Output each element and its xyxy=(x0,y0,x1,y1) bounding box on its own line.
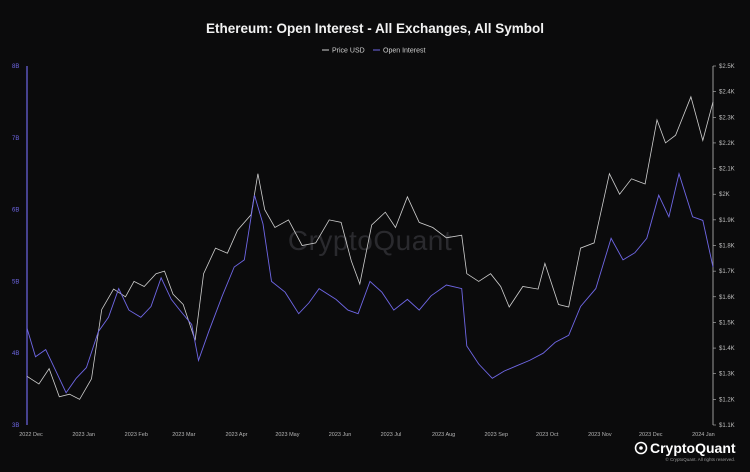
brand-icon-dot xyxy=(639,446,643,450)
brand-logo: CryptoQuant © CryptoQuant. All rights re… xyxy=(634,440,736,462)
right-tick-label: $2.4K xyxy=(719,90,735,96)
left-tick-label: 7B xyxy=(12,136,19,142)
x-tick-label: 2022 Dec xyxy=(19,432,43,438)
legend-price-label: Price USD xyxy=(332,48,365,55)
series-open-interest xyxy=(26,172,714,394)
left-tick-label: 6B xyxy=(12,208,19,214)
right-tick-label: $2.5K xyxy=(719,64,735,70)
x-tick-label: 2023 Dec xyxy=(639,432,663,438)
right-tick-label: $1.9K xyxy=(719,218,735,224)
right-tick-label: $1.7K xyxy=(719,269,735,275)
right-tick-label: $1.4K xyxy=(719,346,735,352)
x-tick-label: 2023 Mar xyxy=(172,432,195,438)
series-price-usd xyxy=(26,95,714,400)
x-tick-label: 2023 Aug xyxy=(432,432,455,438)
x-tick-label: 2024 Jan xyxy=(692,432,715,438)
x-tick-label: 2023 Oct xyxy=(536,432,559,438)
legend-oi-label: Open Interest xyxy=(383,48,425,55)
x-tick-label: 2023 Feb xyxy=(125,432,148,438)
right-tick-label: $1.6K xyxy=(719,295,735,301)
left-tick-label: 3B xyxy=(12,423,19,429)
right-tick-label: $2.3K xyxy=(719,115,735,121)
chart-title: Ethereum: Open Interest - All Exchanges,… xyxy=(206,21,544,36)
x-tick-label: 2023 Nov xyxy=(588,432,612,438)
right-tick-label: $1.2K xyxy=(719,397,735,403)
right-tick-label: $2.1K xyxy=(719,167,735,173)
left-tick-label: 8B xyxy=(12,64,19,70)
brand-name: CryptoQuant xyxy=(650,440,736,456)
x-tick-label: 2023 Apr xyxy=(225,432,247,438)
right-tick-label: $1.8K xyxy=(719,244,735,250)
right-tick-label: $2.2K xyxy=(719,141,735,147)
x-tick-label: 2023 Sep xyxy=(484,432,508,438)
left-y-axis: 3B 4B 5B 6B 7B 8B xyxy=(12,64,19,429)
watermark: CryptoQuant xyxy=(288,225,452,256)
right-y-axis: $1.1K $1.2K $1.3K $1.4K $1.5K $1.6K $1.7K $1.8K… xyxy=(713,64,735,429)
brand-icon xyxy=(634,441,648,455)
x-tick-label: 2023 Jul xyxy=(381,432,402,438)
left-tick-label: 4B xyxy=(12,351,19,357)
copyright: © CryptoQuant. All rights reserved. xyxy=(665,456,735,462)
right-tick-label: $1.1K xyxy=(719,423,735,429)
right-tick-label: $2K xyxy=(719,192,730,198)
x-tick-label: 2023 Jan xyxy=(72,432,95,438)
x-tick-label: 2023 May xyxy=(275,432,299,438)
x-axis: 2022 Dec 2023 Jan 2023 Feb 2023 Mar 2023 Apr… xyxy=(19,432,715,438)
x-tick-label: 2023 Jun xyxy=(329,432,352,438)
legend: Price USD Open Interest xyxy=(322,48,425,55)
right-tick-label: $1.3K xyxy=(719,372,735,378)
right-tick-label: $1.5K xyxy=(719,320,735,326)
left-tick-label: 5B xyxy=(12,279,19,285)
